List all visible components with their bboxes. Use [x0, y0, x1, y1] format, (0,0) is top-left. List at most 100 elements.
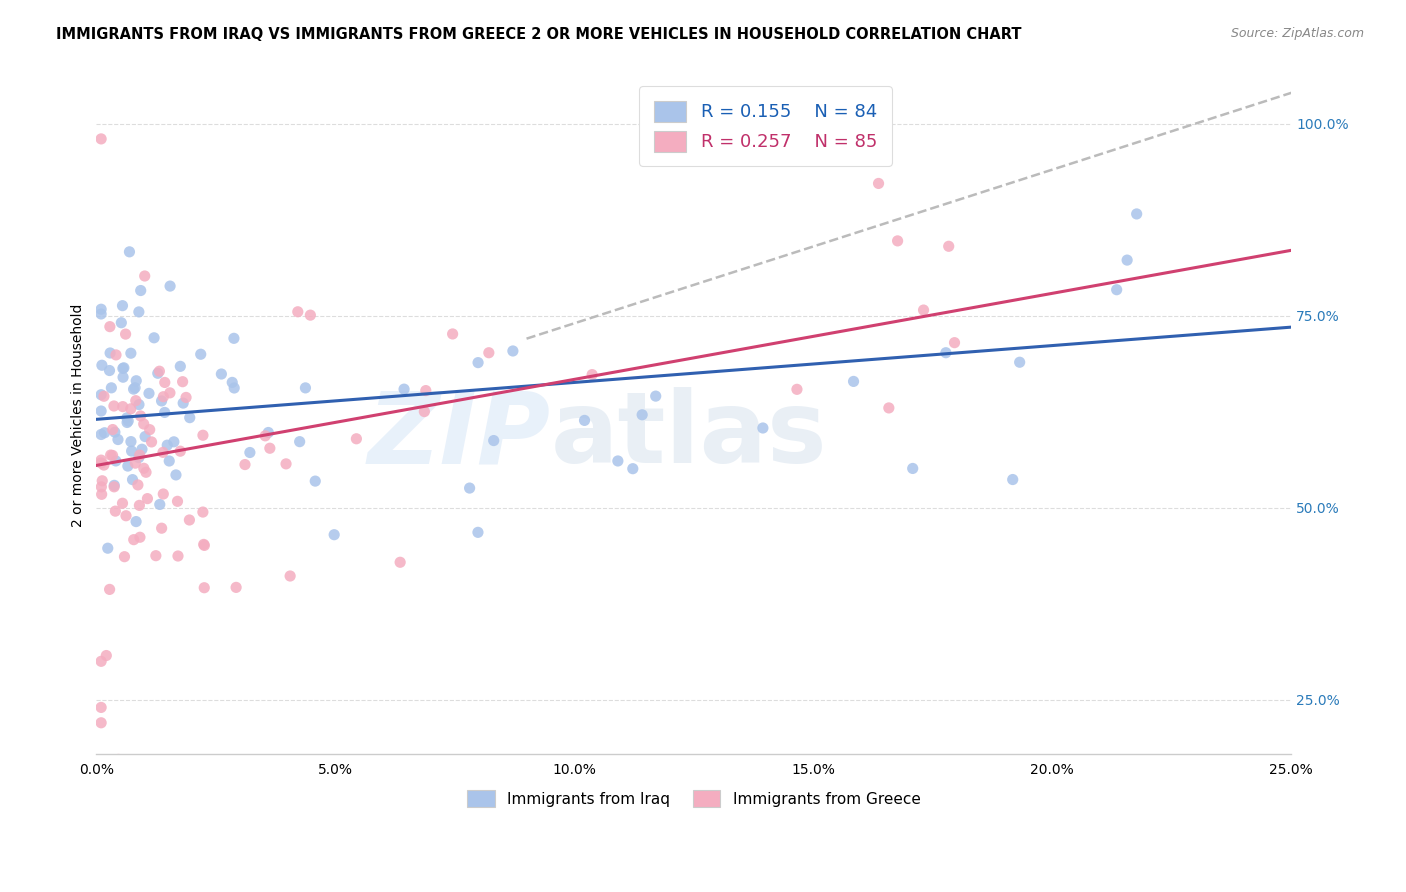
Point: [786, 382, 808, 396]
Point: [141, 434, 163, 449]
Point: [136, 491, 159, 506]
Text: Source: ZipAtlas.com: Source: ZipAtlas.com: [1230, 27, 1364, 40]
Point: [103, 478, 125, 492]
Point: [502, 343, 524, 358]
Point: [935, 345, 957, 359]
Point: [148, 364, 170, 378]
Point: [574, 413, 596, 427]
Point: [103, 399, 125, 413]
Point: [169, 359, 191, 374]
Point: [124, 381, 146, 395]
Point: [1008, 355, 1031, 369]
Point: [101, 423, 124, 437]
Point: [163, 434, 186, 449]
Point: [222, 331, 245, 345]
Point: [125, 515, 148, 529]
Point: [868, 177, 890, 191]
Point: [415, 384, 437, 398]
Point: [121, 444, 143, 458]
Point: [120, 401, 142, 416]
Point: [165, 467, 187, 482]
Point: [150, 521, 173, 535]
Point: [138, 386, 160, 401]
Point: [233, 458, 256, 472]
Point: [441, 326, 464, 341]
Point: [111, 299, 134, 313]
Point: [104, 504, 127, 518]
Legend: Immigrants from Iraq, Immigrants from Greece: Immigrants from Iraq, Immigrants from Gr…: [461, 783, 927, 814]
Point: [134, 429, 156, 443]
Point: [225, 581, 247, 595]
Point: [149, 498, 172, 512]
Point: [152, 390, 174, 404]
Point: [901, 461, 924, 475]
Point: [1125, 207, 1147, 221]
Point: [97, 541, 120, 556]
Point: [172, 375, 194, 389]
Point: [159, 385, 181, 400]
Point: [129, 530, 152, 544]
Point: [631, 408, 654, 422]
Point: [1116, 253, 1139, 268]
Point: [90, 302, 112, 317]
Point: [111, 400, 134, 414]
Point: [115, 410, 138, 425]
Point: [100, 381, 122, 395]
Point: [179, 513, 201, 527]
Point: [1105, 283, 1128, 297]
Point: [107, 752, 129, 766]
Point: [124, 456, 146, 470]
Point: [877, 401, 900, 415]
Point: [153, 376, 176, 390]
Point: [152, 487, 174, 501]
Point: [193, 538, 215, 552]
Point: [132, 417, 155, 431]
Point: [344, 432, 367, 446]
Point: [482, 434, 505, 448]
Point: [105, 348, 128, 362]
Point: [110, 316, 132, 330]
Point: [581, 368, 603, 382]
Point: [259, 442, 281, 456]
Point: [118, 244, 141, 259]
Point: [90, 307, 112, 321]
Point: [179, 410, 201, 425]
Point: [125, 374, 148, 388]
Point: [413, 404, 436, 418]
Point: [128, 450, 150, 465]
Point: [467, 525, 489, 540]
Point: [159, 279, 181, 293]
Point: [128, 448, 150, 462]
Point: [752, 421, 775, 435]
Point: [166, 494, 188, 508]
Point: [127, 478, 149, 492]
Point: [132, 461, 155, 475]
Point: [675, 153, 697, 168]
Point: [122, 382, 145, 396]
Point: [111, 496, 134, 510]
Point: [842, 375, 865, 389]
Point: [93, 458, 115, 472]
Y-axis label: 2 or more Vehicles in Household: 2 or more Vehicles in Household: [72, 304, 86, 527]
Point: [239, 445, 262, 459]
Point: [135, 465, 157, 479]
Point: [90, 654, 112, 668]
Point: [121, 473, 143, 487]
Point: [150, 393, 173, 408]
Point: [115, 416, 138, 430]
Point: [191, 428, 214, 442]
Point: [115, 508, 138, 523]
Point: [129, 409, 152, 423]
Point: [114, 327, 136, 342]
Point: [146, 366, 169, 380]
Point: [91, 474, 114, 488]
Point: [90, 487, 112, 501]
Point: [153, 405, 176, 419]
Point: [98, 363, 121, 377]
Point: [254, 429, 277, 443]
Point: [138, 423, 160, 437]
Point: [299, 308, 322, 322]
Point: [98, 346, 121, 360]
Point: [323, 527, 346, 541]
Point: [389, 555, 412, 569]
